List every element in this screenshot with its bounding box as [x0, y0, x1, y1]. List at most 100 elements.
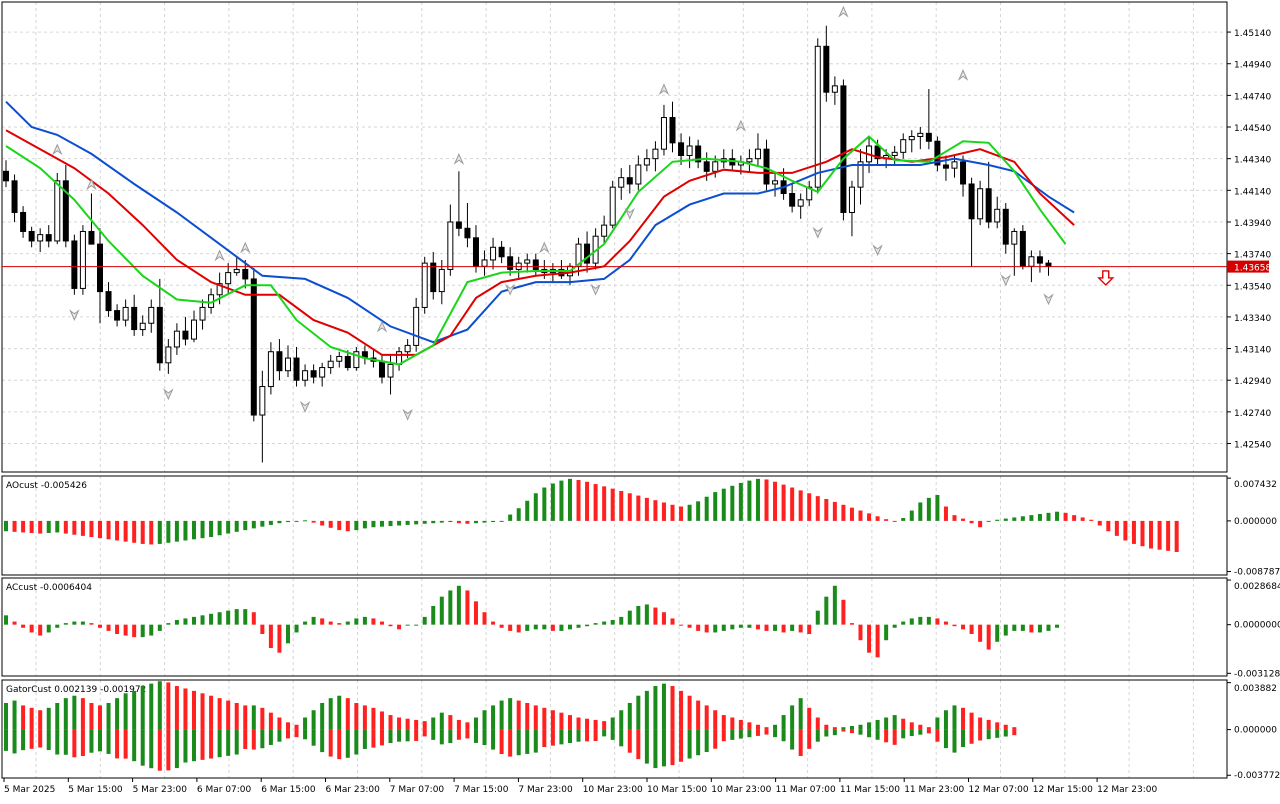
- histogram-bar: [909, 722, 914, 730]
- histogram-bar-lower: [183, 729, 188, 763]
- time-tick-label: 10 Mar 23:00: [583, 785, 643, 795]
- time-tick-label: 12 Mar 23:00: [1097, 785, 1157, 795]
- histogram-bar: [713, 710, 718, 730]
- histogram-bar: [704, 496, 709, 521]
- candle: [695, 139, 702, 169]
- histogram-bar: [849, 725, 854, 730]
- time-tick-label: 5 Mar 2025: [4, 785, 55, 795]
- histogram-bar: [354, 702, 359, 730]
- histogram-bar-lower: [952, 729, 957, 753]
- histogram-bar: [1157, 520, 1162, 550]
- histogram-bar: [978, 624, 983, 642]
- candle-body: [848, 186, 855, 213]
- candle-body: [199, 306, 206, 321]
- histogram-bar: [21, 624, 26, 628]
- histogram-bar-lower: [653, 729, 658, 769]
- candle: [1045, 259, 1052, 276]
- histogram-bar-lower: [328, 729, 333, 757]
- candle-body: [652, 148, 659, 160]
- candle-body: [105, 291, 112, 312]
- histogram-bar: [926, 497, 931, 521]
- histogram-bar-lower: [969, 729, 974, 744]
- fractal-up-icon: [735, 119, 747, 132]
- histogram-bar: [12, 700, 17, 730]
- histogram-bar: [704, 624, 709, 633]
- histogram-bar: [798, 490, 803, 521]
- histogram-bar: [140, 686, 145, 730]
- candle: [917, 127, 924, 150]
- histogram-bar: [456, 719, 461, 730]
- histogram-bar-lower: [849, 729, 854, 734]
- histogram-bar: [901, 621, 906, 625]
- histogram-bar: [29, 520, 34, 533]
- histogram-bar: [576, 480, 581, 521]
- histogram-bar: [473, 601, 478, 625]
- histogram-bar: [687, 624, 692, 628]
- histogram-bar: [892, 715, 897, 730]
- histogram-bar: [63, 698, 68, 730]
- candle-body: [1028, 256, 1035, 267]
- histogram-bar-lower: [379, 729, 384, 746]
- histogram-bar: [4, 520, 8, 532]
- gridlines: [2, 2, 1227, 778]
- histogram-bar: [140, 624, 145, 638]
- price-pane[interactable]: [2, 5, 1227, 463]
- candle: [131, 294, 138, 336]
- histogram-bar: [260, 624, 265, 634]
- histogram-bar-lower: [918, 729, 923, 735]
- time-tick-label: 7 Mar 15:00: [454, 785, 509, 795]
- histogram-bar: [200, 615, 205, 625]
- histogram-bar: [72, 520, 77, 535]
- histogram-bar: [1003, 518, 1008, 521]
- histogram-bar: [465, 722, 470, 730]
- candle: [284, 345, 291, 378]
- histogram-bar: [456, 585, 461, 625]
- histogram-bar: [320, 520, 325, 526]
- histogram-bar: [337, 695, 342, 730]
- candle-body: [114, 310, 121, 321]
- ao-pane[interactable]: AOcust -0.005426: [4, 478, 1179, 552]
- candle: [267, 342, 274, 395]
- histogram-bar: [943, 710, 948, 730]
- histogram-bar: [550, 624, 555, 631]
- time-tick-label: 5 Mar 15:00: [68, 785, 123, 795]
- histogram-bar: [952, 515, 957, 521]
- histogram-bar: [473, 520, 478, 524]
- histogram-bar-lower: [123, 729, 128, 759]
- histogram-bar: [516, 624, 521, 633]
- histogram-bar: [1029, 624, 1034, 633]
- histogram-bar-lower: [234, 729, 239, 755]
- histogram-bar: [174, 520, 179, 542]
- histogram-bar: [1012, 517, 1017, 521]
- histogram-bar: [926, 616, 931, 625]
- histogram-bar: [38, 624, 43, 636]
- histogram-bar: [952, 624, 957, 627]
- histogram-bar: [234, 609, 239, 625]
- histogram-bar: [790, 487, 795, 521]
- ac-pane[interactable]: ACcust -0.0006404: [4, 583, 1060, 658]
- candle-body: [524, 259, 531, 264]
- histogram-bar: [217, 520, 222, 536]
- candle: [122, 299, 129, 327]
- candle: [678, 133, 685, 165]
- histogram-bar: [636, 606, 641, 625]
- histogram-bar: [627, 610, 632, 625]
- histogram-bar: [533, 624, 538, 630]
- histogram-bar: [251, 612, 256, 625]
- histogram-bar-lower: [533, 729, 538, 753]
- histogram-bar: [328, 520, 333, 528]
- gator-pane[interactable]: GatorCust 0.002139 -0.001972: [4, 681, 1017, 771]
- histogram-bar: [491, 621, 496, 625]
- histogram-bar: [619, 616, 624, 625]
- histogram-bar: [362, 705, 367, 730]
- candle-body: [686, 145, 693, 157]
- histogram-bar: [1080, 517, 1085, 521]
- osc-tick-label: -0.003772: [1234, 771, 1280, 781]
- histogram-bar: [4, 702, 8, 730]
- histogram-bar: [499, 700, 504, 730]
- histogram-bar-lower: [285, 729, 290, 739]
- histogram-bar: [815, 496, 820, 521]
- histogram-bar: [149, 624, 154, 636]
